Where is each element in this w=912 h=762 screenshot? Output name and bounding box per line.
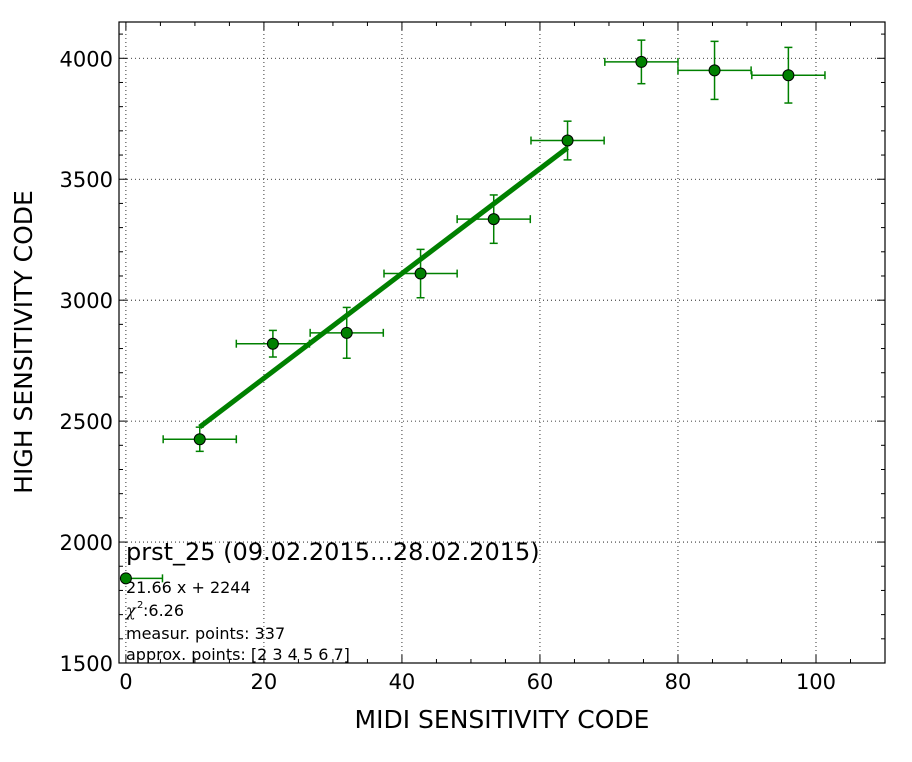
plot-frame bbox=[118, 21, 886, 664]
data-points-layer bbox=[162, 39, 826, 453]
y-tick-label: 1500 bbox=[60, 652, 113, 676]
legend-title: prst_25 (09.02.2015...28.02.2015) bbox=[126, 538, 540, 566]
y-tick-label: 3000 bbox=[60, 289, 113, 313]
tick-labels: 0 20 40 60 80 100 1500 2000 2500 3000 3500 4000 bbox=[60, 47, 836, 694]
data-point bbox=[708, 64, 721, 77]
x-tick-label: 100 bbox=[796, 670, 836, 694]
legend-equation: 21.66 x + 2244 bbox=[126, 578, 251, 597]
fit-line bbox=[198, 145, 570, 429]
x-tick-label: 0 bbox=[119, 670, 132, 694]
axis-ticks bbox=[119, 22, 885, 664]
legend-chi-symbol: χ bbox=[125, 601, 137, 620]
x-tick-label: 60 bbox=[527, 670, 554, 694]
x-tick-label: 80 bbox=[665, 670, 692, 694]
legend-chi-superscript: 2 bbox=[137, 600, 143, 611]
legend: prst_25 (09.02.2015...28.02.2015) 21.66 … bbox=[119, 538, 540, 664]
y-tick-label: 3500 bbox=[60, 168, 113, 192]
x-tick-label: 20 bbox=[251, 670, 278, 694]
data-point bbox=[635, 55, 648, 68]
data-point bbox=[193, 433, 206, 446]
y-tick-label: 4000 bbox=[60, 47, 113, 71]
data-point bbox=[561, 134, 574, 147]
data-point bbox=[414, 267, 427, 280]
x-tick-label: 40 bbox=[389, 670, 416, 694]
legend-measur-points: measur. points: 337 bbox=[126, 624, 285, 643]
y-tick-label: 2500 bbox=[60, 410, 113, 434]
data-point bbox=[782, 69, 795, 82]
y-axis-label: HIGH SENSITIVITY CODE bbox=[9, 190, 38, 494]
y-tick-label: 2000 bbox=[60, 531, 113, 555]
x-axis-label: MIDI SENSITIVITY CODE bbox=[355, 705, 650, 734]
data-point bbox=[266, 337, 279, 350]
fit-line-layer bbox=[198, 145, 570, 429]
data-point bbox=[340, 326, 353, 339]
grid-lines bbox=[119, 22, 885, 664]
data-point bbox=[487, 213, 500, 226]
legend-approx-points: approx. points: [2 3 4 5 6 7] bbox=[126, 645, 350, 664]
legend-marker bbox=[119, 572, 132, 585]
legend-chi-value: :6.26 bbox=[143, 601, 184, 620]
